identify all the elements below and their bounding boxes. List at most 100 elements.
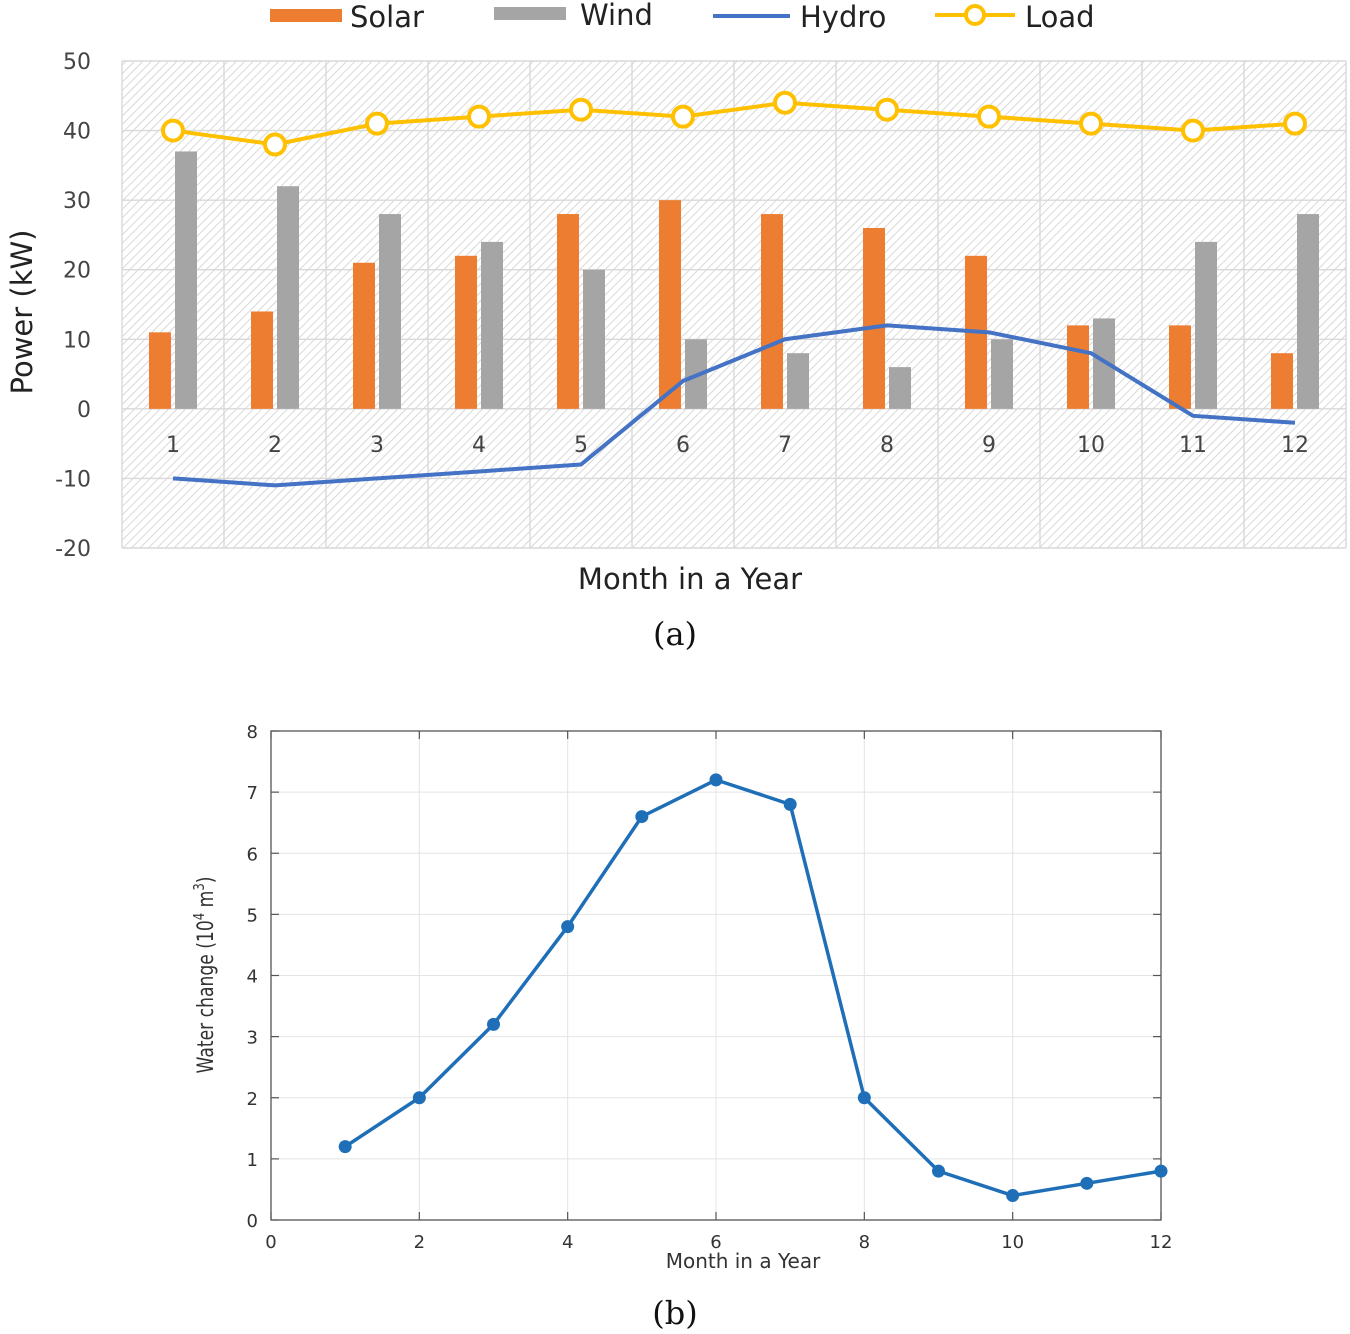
y-tick-label-a: 40 [63,120,91,145]
lines-a [161,90,1307,488]
x-tick-label-b: 0 [265,1232,276,1253]
load-point [365,111,389,136]
legend-load-marker [964,4,986,26]
y-tick-label-a: 20 [63,259,91,284]
legend-wind-swatch [494,7,566,20]
y-tick-label-b: 3 [247,1028,258,1049]
water-change-point [412,1091,426,1105]
wind-bar [175,151,197,409]
solar-bar [557,214,579,409]
line-b [338,773,1168,1203]
x-ticks-a: 1 2 3 4 5 6 7 8 9 10 11 12 [166,433,1309,458]
x-axis-label-a: Month in a Year [578,562,802,596]
load-point [773,90,797,115]
x-tick-label-b: 8 [859,1232,870,1253]
load-point [467,104,491,129]
load-point [569,97,593,122]
y-tick-label-a: -10 [55,467,91,492]
wind-bar [889,367,911,409]
solar-bar [1271,353,1293,409]
x-tick-label-a: 11 [1179,433,1207,458]
x-tick-label-a: 9 [982,433,996,458]
x-tick-label-a: 3 [370,433,384,458]
y-tick-label-b: 6 [247,844,258,865]
wind-bar [379,214,401,409]
wind-bar [991,339,1013,409]
x-tick-label-b: 6 [710,1232,721,1253]
water-change-point [1006,1189,1020,1203]
solar-bar [761,214,783,409]
water-change-line [344,778,1162,1198]
caption-a: (a) [653,615,697,653]
legend-load-label: Load [1025,0,1095,34]
water-change-point [1154,1164,1168,1178]
solar-bar [1169,325,1191,409]
water-change-point [857,1091,871,1105]
hydro-line [172,323,1296,488]
y-tick-label-b: 1 [247,1150,258,1171]
legend-hydro-label: Hydro [800,0,886,34]
y-tick-label-b: 0 [247,1211,258,1232]
wind-bar [1297,214,1319,409]
y-tick-label-b: 4 [247,967,258,988]
water-change-point [932,1164,945,1178]
wind-bar [787,353,809,409]
load-point [1181,118,1205,143]
legend-solar-label: Solar [350,0,424,34]
solar-bar [659,200,681,409]
load-point [875,97,899,122]
wind-bar [277,186,299,409]
x-axis-label-b: Month in a Year [666,1249,821,1273]
water-change-point [338,1140,352,1154]
x-ticks-b: 0 2 4 6 8 10 12 [265,731,1172,1253]
x-tick-label-b: 4 [562,1232,573,1253]
wind-bar [583,269,605,409]
y-tick-label-b: 5 [247,905,258,926]
x-tick-label-b: 12 [1150,1232,1173,1253]
grid-a [121,60,1347,549]
y-tick-label-b: 7 [247,783,258,804]
load-point [1283,111,1307,136]
solar-bar [1067,325,1089,409]
solar-bar [863,227,885,409]
x-tick-label-a: 7 [778,433,792,458]
x-tick-label-a: 5 [574,433,588,458]
wind-bar [1195,241,1217,409]
legend-wind-label: Wind [580,0,653,32]
y-ticks-b: 0 1 2 3 4 5 6 7 8 [247,722,1161,1232]
load-point [977,104,1001,129]
x-tick-label-a: 2 [268,433,282,458]
y-tick-label-b: 2 [247,1089,258,1110]
y-tick-label-a: 10 [63,328,91,353]
y-axis-label-a: Power (kW) [5,230,39,395]
solar-bar [251,311,273,409]
load-point [1079,111,1103,136]
load-point [161,118,185,143]
water-change-point [709,773,723,787]
y-tick-label-a: -20 [55,537,91,562]
x-tick-label-b: 2 [414,1232,425,1253]
legend-a: Solar Wind Hydro Load [270,0,1095,34]
solar-bar [149,332,171,409]
wind-bar [481,241,503,409]
x-tick-label-a: 8 [880,433,894,458]
water-change-point [1080,1176,1094,1190]
y-tick-label-b: 8 [247,722,258,743]
solar-bar [353,262,375,409]
x-tick-label-b: 10 [1001,1232,1024,1253]
y-axis-label-b: Water change (104 m3) [192,876,219,1073]
y-tick-label-a: 30 [63,189,91,214]
water-change-point [487,1017,500,1031]
bars-a [149,151,1319,409]
y-tick-label-a: 50 [63,50,91,75]
water-change-point [561,920,575,934]
load-line [172,100,1296,147]
y-tick-label-a: 0 [77,398,91,423]
x-tick-label-a: 10 [1077,433,1105,458]
x-tick-label-a: 6 [676,433,690,458]
caption-b: (b) [652,1294,697,1332]
water-change-point [783,797,797,811]
